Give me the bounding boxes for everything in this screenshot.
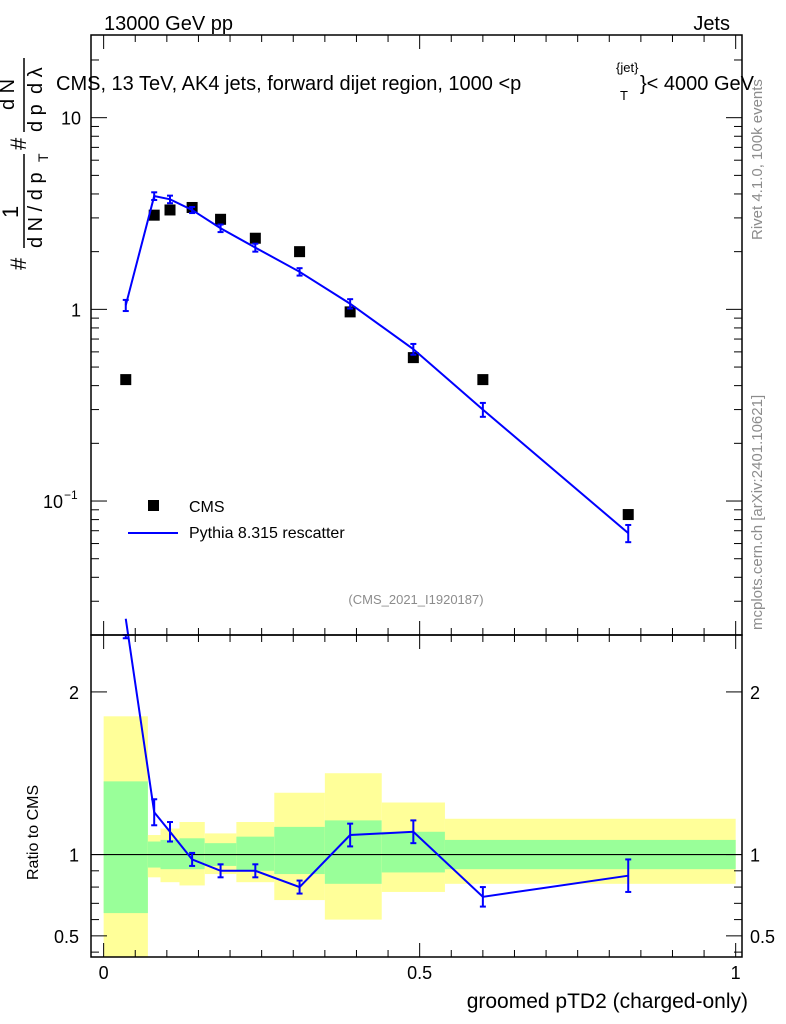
x-axis-label: groomed pTD2 (charged-only) — [467, 990, 748, 1013]
cms-data-point — [477, 374, 489, 386]
ratio-ytick-label-right: 1 — [750, 846, 760, 866]
header-left: 13000 GeV pp — [104, 13, 233, 35]
ratio-ticks: 0.5 0.5 1 1 2 2 0 0.5 1 — [54, 635, 775, 983]
ratio-ytick-label-left: 2 — [69, 683, 79, 703]
ylabel-one: 1 — [0, 206, 23, 218]
main-ytick-label: 1 — [71, 300, 81, 320]
ylabel-hash-2: # — [6, 137, 31, 150]
plot-title-sup: {jet} — [616, 60, 639, 75]
main-frame — [90, 34, 743, 636]
main-plot-area — [120, 191, 634, 544]
main-ytick-label: 10 — [43, 492, 63, 512]
ratio-ytick-label-left: 1 — [69, 846, 79, 866]
plot-title: CMS, 13 TeV, AK4 jets, forward dijet reg… — [56, 60, 755, 103]
side-text-top: Rivet 4.1.0, 100k events — [749, 79, 766, 240]
ratio-ytick-label-right: 0.5 — [750, 927, 775, 947]
ratio-ytick-label-left: 0.5 — [54, 927, 79, 947]
cms-data-point — [294, 246, 306, 258]
side-text-bottom: mcplots.cern.ch [arXiv:2401.10621] — [749, 395, 766, 630]
plot-title-text: CMS, 13 TeV, AK4 jets, forward dijet reg… — [56, 73, 521, 95]
ylabel-sub: T — [35, 153, 51, 162]
cms-data-point — [215, 213, 227, 225]
ylabel-sup: 2 — [0, 88, 3, 95]
legend-pythia-label: Pythia 8.315 rescatter — [189, 525, 345, 542]
cms-data-point — [164, 204, 176, 216]
ylabel-hash-1: # — [6, 257, 31, 270]
main-ytick-label-exp: −1 — [64, 488, 78, 502]
ratio-frame — [90, 634, 743, 958]
main-ylabel: # 1 d N / d p T # d N 2 d p d λ — [0, 58, 51, 270]
legend-cms-marker — [148, 500, 159, 511]
ratio-band-inner — [103, 781, 148, 914]
ratio-ylabel: Ratio to CMS — [25, 785, 42, 880]
ratio-plot-area — [91, 618, 742, 957]
ratio-band-inner — [274, 826, 325, 875]
cms-data-point — [148, 209, 160, 221]
pythia-line — [124, 194, 629, 534]
x-tick-label: 1 — [731, 963, 741, 983]
plot-title-sub: T — [620, 88, 628, 103]
cms-data-point — [622, 509, 634, 521]
cms-data-point — [120, 374, 132, 386]
analysis-watermark: (CMS_2021_I1920187) — [348, 592, 483, 607]
ylabel-den2: d p — [25, 104, 47, 132]
ratio-panel: 0.5 0.5 1 1 2 2 0 0.5 1 — [54, 618, 775, 983]
legend-cms-label: CMS — [189, 499, 225, 516]
plot-title-tail: }< 4000 GeV — [640, 73, 755, 95]
cms-data-point — [407, 352, 419, 364]
cms-data-point — [344, 306, 356, 318]
legend: CMS Pythia 8.315 rescatter — [128, 499, 345, 542]
x-tick-label: 0.5 — [407, 963, 432, 983]
main-ytick-label: 10 — [61, 109, 81, 129]
header-right: Jets — [693, 13, 730, 35]
ylabel-dl: d λ — [25, 67, 47, 94]
ratio-ytick-label-right: 2 — [750, 683, 760, 703]
cms-data-point — [249, 232, 261, 244]
ylabel-num: d N — [0, 79, 19, 110]
ylabel-den: d N / d p — [25, 172, 47, 248]
x-tick-label: 0 — [99, 963, 109, 983]
